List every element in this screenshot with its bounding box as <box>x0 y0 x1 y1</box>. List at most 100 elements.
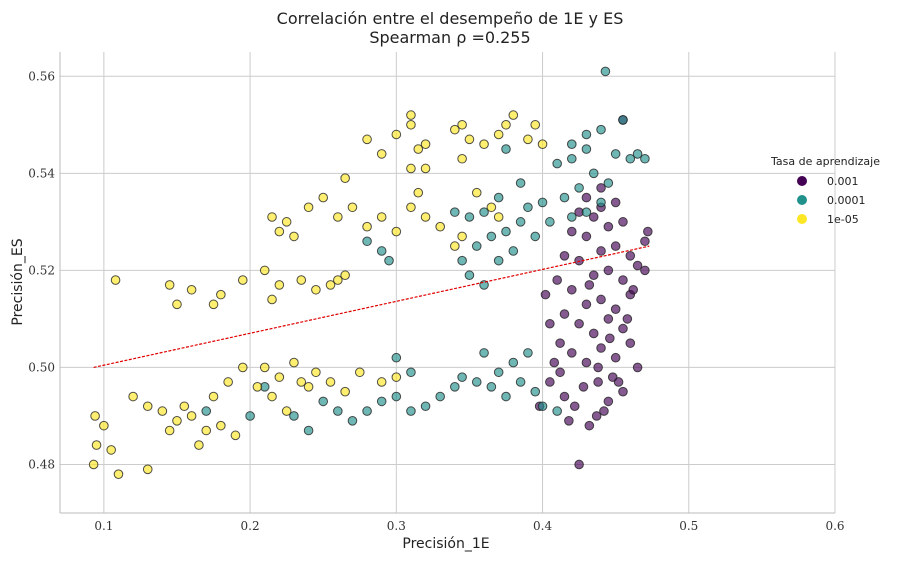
scatter-point <box>566 226 577 237</box>
scatter-point <box>625 153 636 164</box>
scatter-point <box>581 231 592 242</box>
scatter-point <box>376 246 387 256</box>
x-tick-label: 0.2 <box>241 519 260 533</box>
scatter-point <box>515 178 526 188</box>
scatter-point <box>259 362 270 373</box>
scatter-point <box>413 187 424 198</box>
y-tick-label: 0.50 <box>28 360 55 374</box>
scatter-point <box>515 377 526 387</box>
scatter-point <box>113 469 124 479</box>
scatter-point <box>406 367 416 378</box>
scatter-point <box>391 129 402 140</box>
scatter-point <box>164 425 175 436</box>
x-tick-label: 0.4 <box>533 519 552 533</box>
scatter-point <box>464 134 475 145</box>
y-tick-label: 0.54 <box>28 166 55 180</box>
scatter-point <box>618 217 628 227</box>
scatter-point <box>391 391 402 402</box>
scatter-point <box>406 110 416 120</box>
scatter-point <box>201 406 212 416</box>
scatter-point <box>333 406 343 416</box>
scatter-point <box>340 173 350 183</box>
scatter-point <box>523 202 533 213</box>
scatter-point <box>274 372 285 382</box>
scatter-point <box>581 192 592 203</box>
scatter-point <box>622 314 633 324</box>
scatter-point <box>596 246 606 256</box>
scatter-point <box>318 192 329 203</box>
scatter-point <box>450 207 460 217</box>
scatter-point <box>566 212 577 222</box>
scatter-point <box>640 265 650 276</box>
scatter-point <box>588 212 599 222</box>
scatter-point <box>259 265 270 276</box>
scatter-point <box>420 401 431 412</box>
scatter-point <box>581 299 592 310</box>
scatter-point <box>566 348 577 358</box>
scatter-point <box>596 124 606 135</box>
scatter-point <box>632 362 643 373</box>
scatter-point <box>508 246 519 256</box>
scatter-point <box>457 231 467 242</box>
scatter-point <box>593 377 603 387</box>
scatter-point <box>545 217 555 227</box>
scatter-point <box>340 270 350 281</box>
scatter-point <box>618 275 628 285</box>
scatter-point <box>566 284 577 295</box>
scatter-point <box>640 236 650 247</box>
scatter-point <box>406 202 416 213</box>
scatter-point <box>457 255 467 266</box>
y-tick-label: 0.56 <box>28 69 55 83</box>
scatter-point <box>406 406 416 416</box>
scatter-point <box>128 391 138 402</box>
scatter-point <box>625 338 636 348</box>
scatter-point <box>318 396 329 407</box>
scatter-point <box>464 270 475 281</box>
scatter-point <box>267 294 277 305</box>
scatter-point <box>578 382 589 392</box>
scatter-point <box>588 168 599 179</box>
scatter-point <box>555 367 565 378</box>
scatter-point <box>471 377 482 387</box>
scatter-point <box>157 406 168 416</box>
scatter-point <box>610 149 621 159</box>
scatter-point <box>391 226 402 237</box>
scatter-point <box>574 459 584 470</box>
scatter-point <box>610 304 621 314</box>
scatter-point <box>376 396 387 407</box>
scatter-point <box>311 367 321 378</box>
scatter-point <box>552 406 562 416</box>
scatter-point <box>549 357 560 368</box>
scatter-point <box>237 275 248 285</box>
scatter-point <box>559 309 570 319</box>
scatter-point <box>267 212 277 222</box>
legend-title: Tasa de aprendizaje <box>770 155 880 168</box>
scatter-point <box>325 377 336 387</box>
scatter-point <box>450 382 460 392</box>
scatter-point <box>88 459 99 470</box>
scatter-point <box>164 280 175 290</box>
scatter-point <box>493 129 504 140</box>
chart-subtitle: Spearman ρ =0.255 <box>369 28 530 47</box>
scatter-point <box>296 275 307 285</box>
scatter-point <box>603 396 614 407</box>
scatter-point <box>303 425 314 436</box>
scatter-point <box>479 139 489 149</box>
scatter-point <box>564 416 574 426</box>
scatter-point <box>223 377 233 387</box>
scatter-point <box>237 362 248 373</box>
scatter-point <box>362 236 372 247</box>
legend-marker <box>797 195 807 205</box>
scatter-point <box>640 153 650 164</box>
scatter-point <box>501 144 511 154</box>
scatter-point <box>566 153 577 164</box>
scatter-point <box>559 251 570 261</box>
scatter-point <box>493 212 504 222</box>
scatter-point <box>530 119 541 130</box>
scatter-point <box>581 129 592 140</box>
scatter-point <box>600 66 611 77</box>
scatter-point <box>347 416 358 426</box>
scatter-point <box>596 183 606 193</box>
scatter-point <box>208 391 219 402</box>
scatter-point <box>186 411 197 421</box>
